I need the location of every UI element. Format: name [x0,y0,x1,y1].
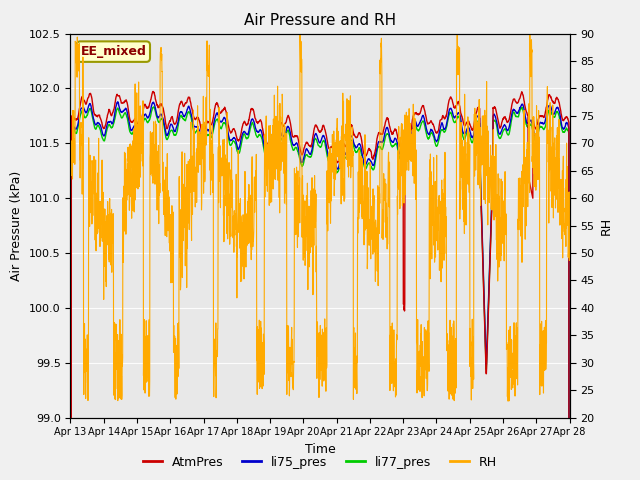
RH [536,392,543,397]
li77_pres [465,131,472,136]
li75_pres [334,166,342,171]
Line: AtmPres: AtmPres [70,92,570,480]
AtmPres [536,114,543,120]
Line: li77_pres: li77_pres [70,107,570,480]
RH [522,155,530,160]
Y-axis label: RH: RH [600,216,612,235]
li75_pres [536,120,543,126]
Title: Air Pressure and RH: Air Pressure and RH [244,13,396,28]
RH [67,139,74,144]
li75_pres [345,139,353,145]
RH [334,140,342,146]
li77_pres [536,125,543,131]
AtmPres [465,118,472,124]
li77_pres [206,134,214,140]
Text: EE_mixed: EE_mixed [81,45,147,58]
RH [345,97,353,103]
RH [465,130,472,135]
RH [453,31,461,36]
li77_pres [334,168,342,174]
Line: RH: RH [70,34,570,401]
li75_pres [522,115,529,121]
RH [205,143,213,149]
AtmPres [522,107,529,112]
li75_pres [206,129,214,134]
li75_pres [465,125,472,131]
X-axis label: Time: Time [305,443,335,456]
AtmPres [334,159,342,165]
li75_pres [114,99,122,105]
AtmPres [206,120,214,126]
li77_pres [522,119,529,125]
Y-axis label: Air Pressure (kPa): Air Pressure (kPa) [10,170,24,281]
RH [504,398,512,404]
li77_pres [150,104,157,110]
AtmPres [345,131,353,137]
Legend: AtmPres, li75_pres, li77_pres, RH: AtmPres, li75_pres, li77_pres, RH [138,451,502,474]
AtmPres [149,89,157,95]
RH [566,241,573,247]
Line: li75_pres: li75_pres [70,102,570,480]
li77_pres [345,144,353,150]
